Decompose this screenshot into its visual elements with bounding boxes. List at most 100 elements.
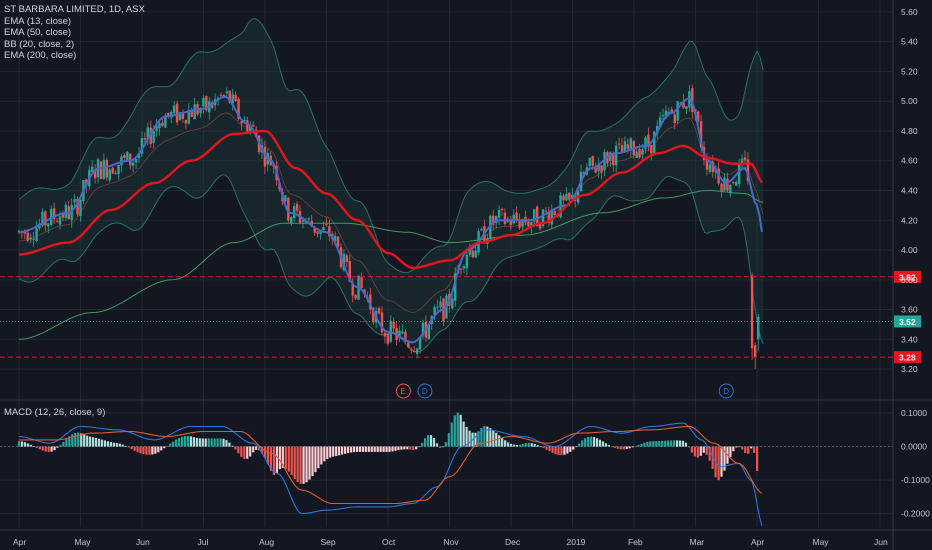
macd-hist-6	[35, 446, 38, 448]
candle-body-113	[348, 261, 351, 282]
macd-hist-29	[103, 440, 107, 447]
macd-hist-245	[744, 446, 747, 453]
macd-hist-154	[474, 432, 477, 447]
macd-hist-78	[249, 446, 252, 457]
candle-body-81	[254, 129, 258, 137]
macd-hist-119	[370, 446, 373, 452]
macd-hist-91	[287, 446, 290, 472]
candle-body-187	[565, 193, 568, 201]
macd-hist-26	[94, 437, 98, 447]
legend-ema50[interactable]: EMA (50, close)	[4, 27, 72, 38]
candle-body-35	[120, 156, 123, 166]
candle-body-126	[386, 333, 390, 344]
candle-body-174	[527, 221, 530, 227]
macd-hist-146	[450, 422, 453, 447]
ema50-path	[18, 129, 763, 270]
macd-hist-108	[338, 446, 341, 456]
bb-fill	[19, 18, 764, 352]
candle-body-136	[415, 348, 419, 354]
macd-hist-96	[302, 446, 305, 484]
candle-body-50	[164, 115, 167, 128]
macd-hist-174	[533, 444, 536, 447]
ema13-path	[18, 95, 763, 344]
macd-hist-198	[604, 443, 608, 447]
candle-body-57	[184, 119, 188, 124]
candle-body-84	[263, 146, 267, 167]
macd-hist-123	[382, 446, 385, 452]
candle-body-105	[325, 224, 328, 226]
macd-hist-58	[189, 436, 193, 447]
macd-hist-143	[441, 446, 444, 448]
legend-ema13[interactable]: EMA (13, close)	[4, 15, 72, 27]
candle-body-247	[740, 158, 744, 165]
legend-bb[interactable]: BB (20, close, 2)	[4, 38, 75, 50]
macd-hist-120	[373, 446, 376, 452]
candle-body-36	[123, 155, 126, 159]
candle-body-144	[439, 301, 442, 308]
macd-hist-114	[355, 446, 359, 452]
time-tick-Apr: Apr	[13, 537, 26, 547]
macd-hist-48	[160, 446, 163, 451]
macd-hist-5	[32, 446, 35, 447]
candle-body-219	[658, 117, 662, 127]
macd-hist-15	[62, 441, 65, 447]
candle-body-15	[61, 213, 65, 218]
macd-hist-125	[388, 446, 391, 452]
macd-hist-240	[729, 446, 732, 457]
macd-hist-197	[601, 441, 605, 447]
macd-hist-93	[293, 446, 296, 479]
event-circle-0	[395, 383, 411, 399]
candle-body-218	[655, 125, 659, 134]
macd-hist-194	[592, 437, 596, 447]
macd-hist-76	[243, 446, 246, 459]
macd-hist-136	[421, 442, 424, 447]
candle-body-13	[55, 221, 59, 223]
time-tick-Jun: Jun	[136, 537, 150, 547]
macd-hist-3	[26, 443, 29, 447]
macd-hist-247	[750, 446, 753, 449]
macd-hist-88	[278, 446, 281, 470]
symbol-title[interactable]: ST BARBARA LIMITED, 1D, ASX	[4, 4, 145, 15]
macd-hist-71	[228, 442, 231, 447]
ema200-path	[18, 190, 764, 340]
candle-body-78	[246, 120, 249, 132]
macd-hist-77	[246, 446, 249, 459]
price-tick-3.60: 3.60	[901, 305, 918, 315]
candle-body-117	[360, 277, 363, 288]
macd-hist-82	[260, 446, 264, 454]
macd-hist-36	[124, 445, 127, 447]
macd-hist-199	[607, 444, 610, 447]
price-tick-5.20: 5.20	[901, 66, 918, 76]
macd-hist-124	[385, 446, 388, 452]
candle-body-227	[682, 100, 685, 108]
candle-body-166	[503, 212, 507, 224]
macd-hist-162	[498, 435, 501, 447]
macd-hist-218	[664, 440, 667, 447]
candle-body-168	[509, 220, 513, 226]
candle-body-176	[533, 209, 536, 221]
macd-hist-139	[429, 435, 433, 447]
macd-hist-59	[192, 437, 195, 447]
macd-hist-183	[560, 446, 563, 456]
macd-legend[interactable]: MACD (12, 26, close, 9)	[4, 407, 106, 418]
legend-ema200[interactable]: EMA (200, close)	[4, 50, 77, 61]
macd-hist-45	[151, 446, 154, 455]
candle-body-134	[410, 349, 413, 351]
macd-hist-217	[661, 440, 664, 447]
macd-hist-106	[332, 446, 335, 457]
macd-hist-165	[507, 442, 510, 447]
candle-body-33	[114, 172, 117, 174]
candle-body-111	[342, 253, 346, 271]
macd-hist-79	[252, 446, 255, 453]
macd-hist-117	[364, 446, 367, 452]
candle-body-171	[518, 219, 521, 228]
macd-hist-180	[551, 446, 554, 453]
macd-hist-38	[130, 446, 133, 450]
macd-hist-220	[670, 440, 673, 447]
macd-hist-175	[536, 445, 539, 447]
macd-hist-155	[477, 431, 480, 447]
candle-body-189	[571, 194, 574, 199]
candle-body-221	[664, 110, 668, 118]
